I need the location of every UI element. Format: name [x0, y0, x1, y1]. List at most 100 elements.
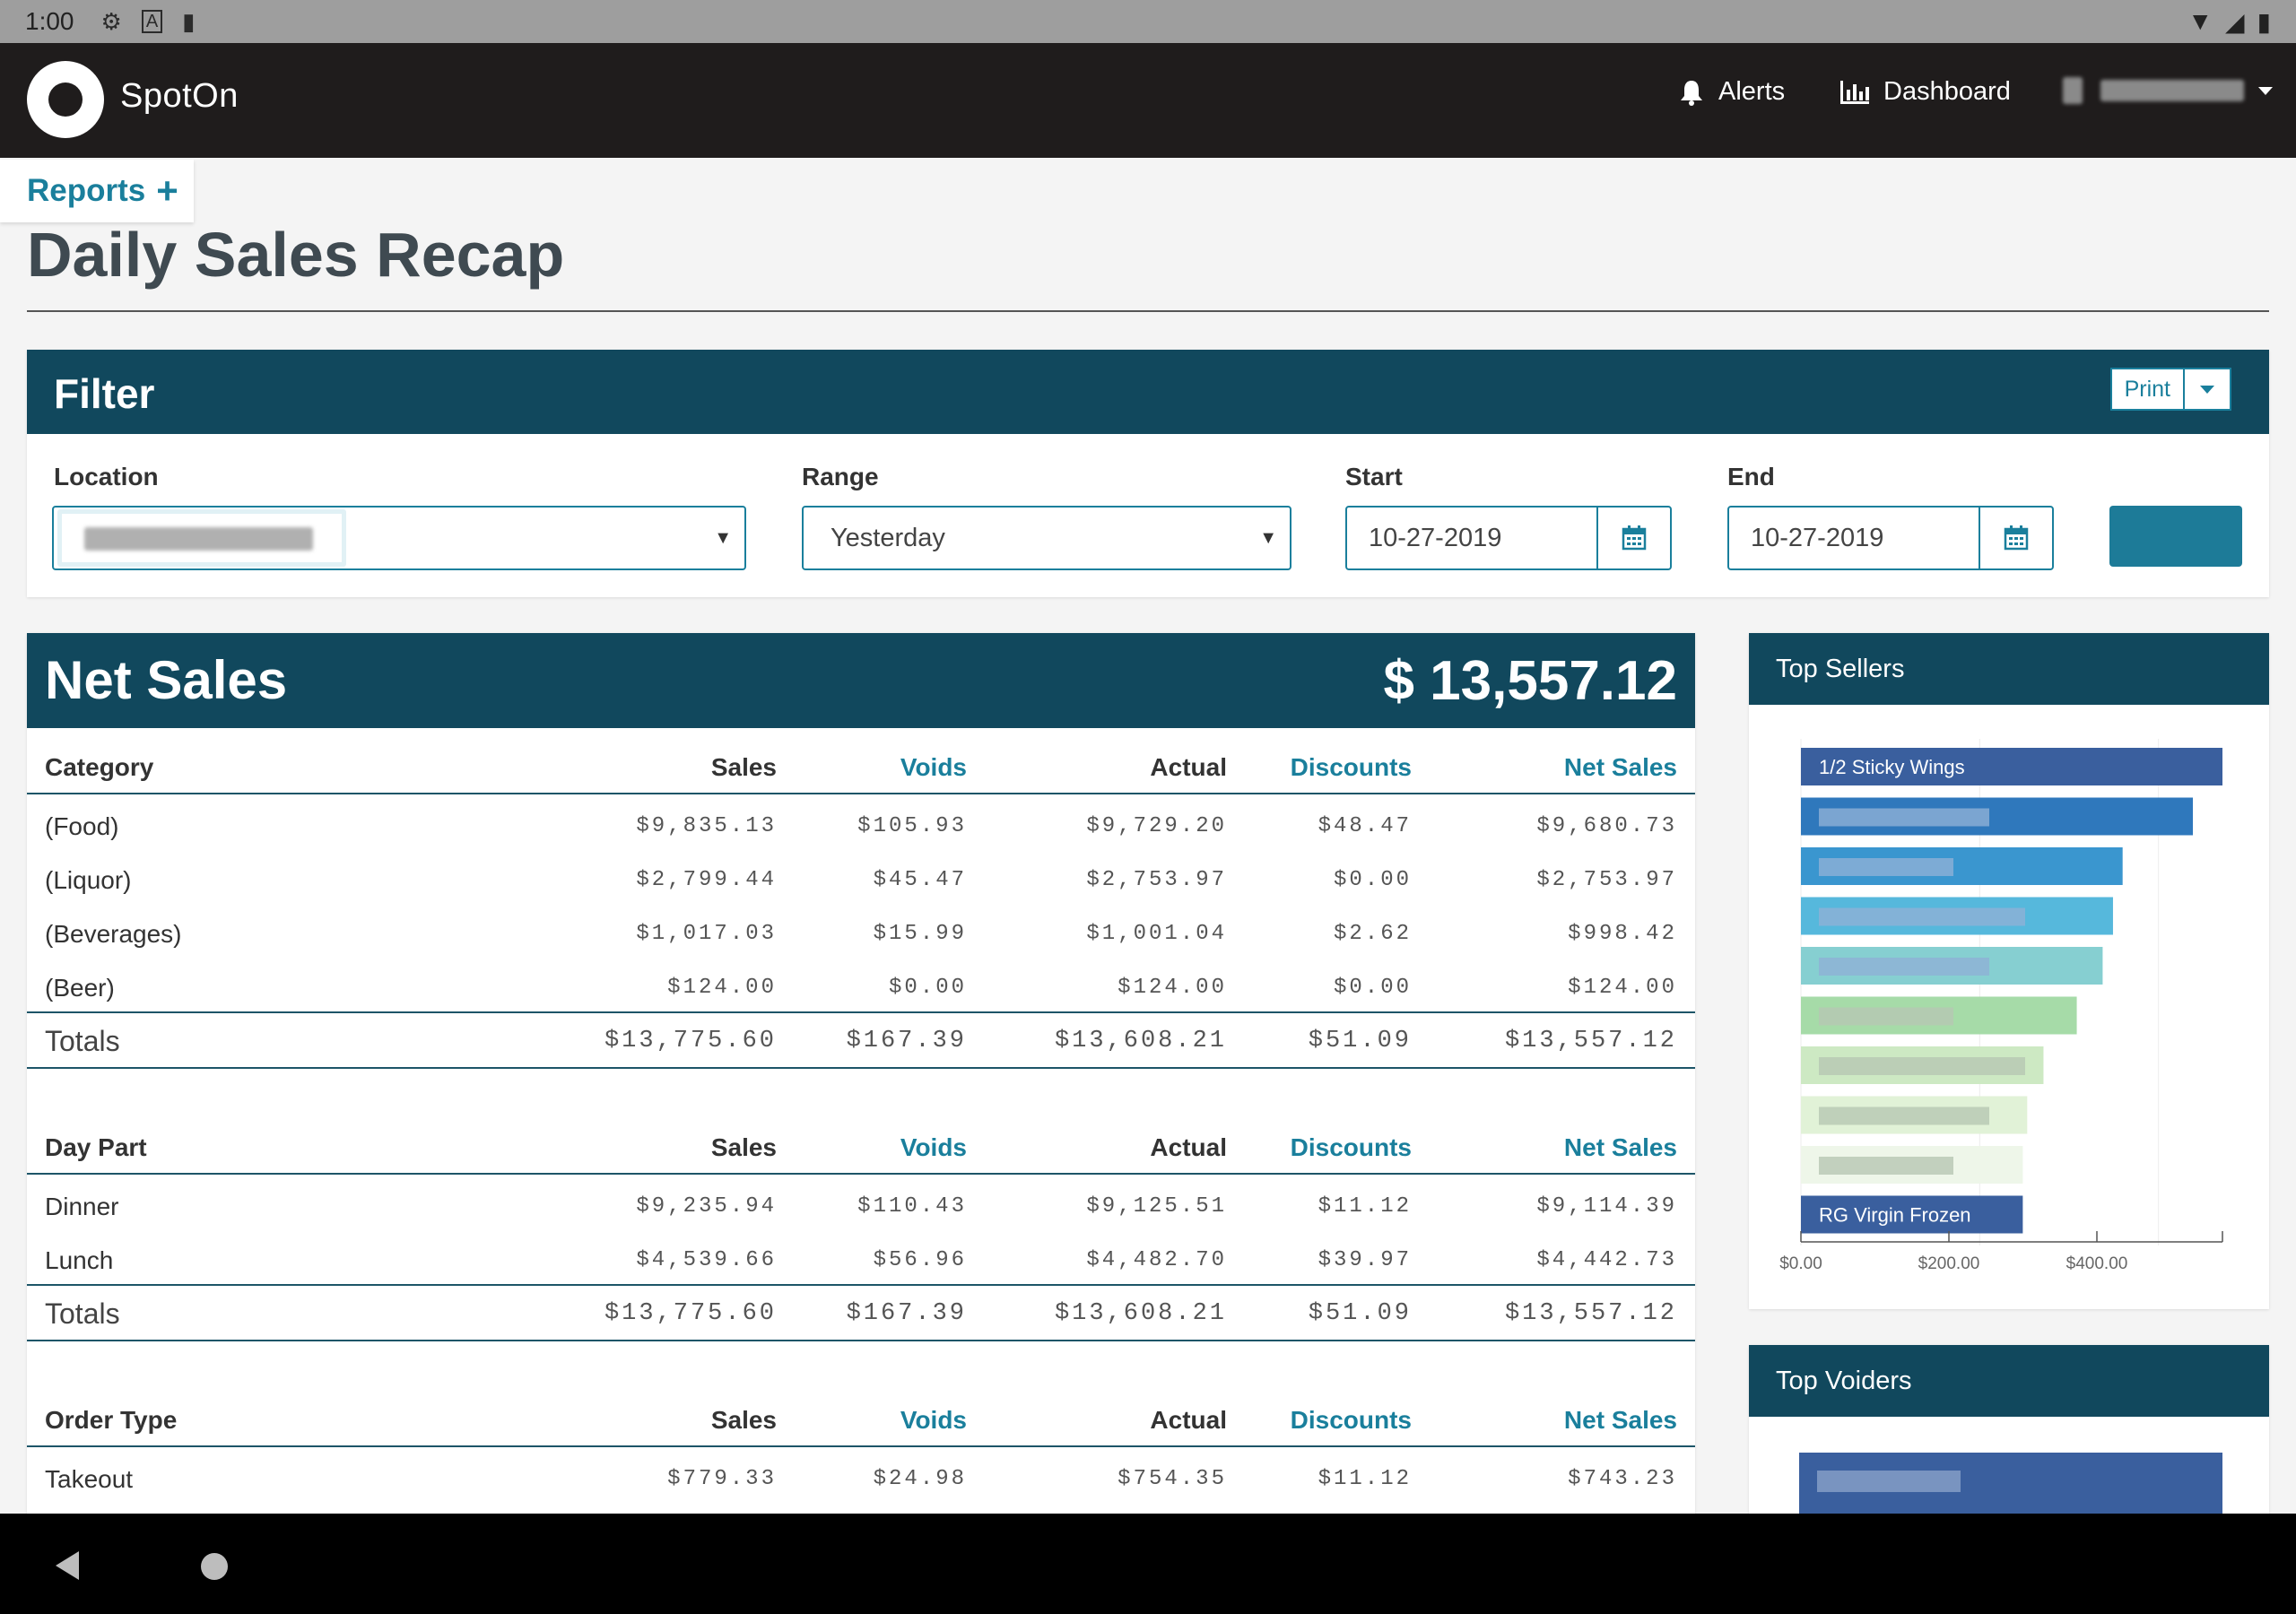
row-value: $45.47: [873, 868, 967, 892]
column-header[interactable]: Actual: [1150, 1406, 1227, 1434]
reports-tab-label: Reports: [27, 173, 146, 208]
dropdown-arrow-icon: ▼: [1259, 528, 1277, 548]
filter-panel: Filter Print Location ▼ Range Yesterday …: [27, 350, 2269, 597]
totals-label: Totals: [45, 1297, 120, 1330]
table-header: Day Part Sales Voids Actual Discounts Net Sal…: [27, 1121, 1695, 1175]
status-time: 1:00: [25, 7, 74, 35]
column-header[interactable]: Voids: [900, 753, 967, 781]
column-header[interactable]: Sales: [710, 1133, 777, 1161]
gear-icon: ⚙: [100, 7, 122, 35]
column-header[interactable]: Voids: [900, 1133, 967, 1161]
column-header[interactable]: Discounts: [1290, 753, 1412, 781]
chart-x-tick-label: $200.00: [1918, 1254, 1980, 1273]
end-calendar-button[interactable]: [1979, 508, 2052, 568]
row-value: $0.00: [1333, 868, 1412, 892]
column-header[interactable]: Net Sales: [1563, 1133, 1677, 1161]
nav-alerts[interactable]: Alerts: [1679, 77, 1785, 107]
end-date-field[interactable]: 10-27-2019: [1727, 506, 2054, 570]
column-header[interactable]: Discounts: [1290, 1133, 1412, 1161]
filter-header: Filter Print: [27, 350, 2269, 434]
net-sales-total: $ 13,557.12: [1383, 650, 1677, 712]
top-sellers-card: Top Sellers 1/2 Sticky Wings RG Virgin Fr…: [1749, 633, 2269, 1309]
row-value: $39.97: [1318, 1248, 1412, 1272]
totals-value: $51.09: [1308, 1300, 1412, 1327]
top-voiders-chart: [1799, 1453, 2222, 1514]
location-select[interactable]: ▼: [52, 506, 746, 570]
table-header: Category Sales Voids Actual Discounts Net Sal…: [27, 741, 1695, 794]
row-value: $124.00: [1568, 976, 1677, 1000]
print-button[interactable]: Print: [2112, 369, 2185, 409]
spoton-logo-icon[interactable]: [27, 61, 104, 138]
start-label: Start: [1345, 463, 1403, 490]
row-value: $24.98: [873, 1467, 967, 1491]
chart-bar-label-redacted: [1819, 958, 1989, 976]
row-value: $9,835.13: [636, 814, 777, 838]
back-icon[interactable]: [56, 1551, 79, 1580]
print-dropdown-toggle[interactable]: [2185, 369, 2230, 409]
row-label: Takeout: [45, 1465, 134, 1493]
row-value: $9,680.73: [1536, 814, 1677, 838]
totals-value: $167.39: [846, 1300, 967, 1327]
row-value: $15.99: [873, 922, 967, 946]
battery-icon: ▮: [2257, 8, 2271, 36]
chart-bar[interactable]: [1801, 748, 2222, 785]
range-select[interactable]: Yesterday ▼: [802, 506, 1292, 570]
print-button-group: Print: [2109, 368, 2231, 411]
totals-value: $13,557.12: [1504, 1028, 1677, 1054]
range-value: Yesterday: [831, 524, 945, 552]
row-value: $9,729.20: [1086, 814, 1227, 838]
table-row: (Liquor) $2,799.44 $45.47 $2,753.97 $0.00 $2,…: [27, 854, 1695, 907]
table-row: (Food) $9,835.13 $105.93 $9,729.20 $48.47 $9,…: [27, 800, 1695, 854]
row-value: $1,017.03: [636, 922, 777, 946]
column-header[interactable]: Net Sales: [1563, 753, 1677, 781]
row-value: $110.43: [857, 1194, 967, 1219]
row-value: $9,114.39: [1536, 1194, 1677, 1219]
filter-title: Filter: [54, 370, 155, 417]
row-value: $11.12: [1318, 1194, 1412, 1219]
column-header[interactable]: Actual: [1150, 753, 1227, 781]
user-menu[interactable]: [2063, 77, 2273, 104]
section-heading: Category: [45, 753, 154, 781]
start-date-field[interactable]: 10-27-2019: [1345, 506, 1672, 570]
row-value: $11.12: [1318, 1467, 1412, 1491]
chart-bar-label-redacted: [1819, 1157, 1953, 1175]
top-sellers-chart: 1/2 Sticky Wings RG Virgin Frozen $0.00 $20…: [1779, 739, 2223, 1273]
totals-value: $13,775.60: [604, 1028, 777, 1054]
start-date-input[interactable]: 10-27-2019: [1369, 524, 1502, 552]
row-value: $9,125.51: [1086, 1194, 1227, 1219]
row-value: $124.00: [1118, 976, 1227, 1000]
apply-filter-button[interactable]: [2109, 506, 2242, 567]
row-value: $2,753.97: [1086, 868, 1227, 892]
row-value: $4,539.66: [636, 1248, 777, 1272]
home-icon[interactable]: [201, 1553, 228, 1580]
column-header[interactable]: Sales: [710, 1406, 777, 1434]
status-bar: 1:00 ⚙ A ▮ ▼ ◢ ▮: [0, 0, 2296, 43]
chart-bar-label-redacted: [1819, 907, 2025, 926]
column-header[interactable]: Discounts: [1290, 1406, 1412, 1434]
column-header[interactable]: Sales: [710, 753, 777, 781]
bell-icon: [1681, 80, 1702, 106]
row-label: (Food): [45, 812, 119, 840]
location-text-redacted: [84, 527, 313, 551]
table-header: Order Type Sales Voids Actual Discounts Net S…: [27, 1393, 1695, 1447]
chart-bar-label: RG Virgin Frozen: [1819, 1204, 1971, 1227]
voider-label-redacted: [1817, 1471, 1961, 1492]
table-row: Takeout $779.33 $24.98 $754.35 $11.12 $743.23: [27, 1453, 1695, 1506]
user-avatar: [2063, 77, 2083, 104]
chart-bar-label-redacted: [1819, 808, 1989, 827]
column-header[interactable]: Voids: [900, 1406, 967, 1434]
row-value: $124.00: [667, 976, 777, 1000]
start-calendar-button[interactable]: [1596, 508, 1670, 568]
reports-tab[interactable]: Reports +: [0, 160, 194, 222]
table-row: (Beverages) $1,017.03 $15.99 $1,001.04 $2.62…: [27, 907, 1695, 961]
user-name-redacted: [2100, 80, 2244, 101]
column-header[interactable]: Actual: [1150, 1133, 1227, 1161]
end-date-input[interactable]: 10-27-2019: [1751, 524, 1884, 552]
font-icon: A: [141, 10, 163, 33]
column-header[interactable]: Net Sales: [1563, 1406, 1677, 1434]
chevron-down-icon: [2258, 86, 2273, 95]
nav-dashboard[interactable]: Dashboard: [1840, 77, 2011, 107]
totals-row: Totals $13,775.60 $167.39 $13,608.21 $51.09 $…: [27, 1284, 1695, 1341]
chart-bar[interactable]: [1801, 1195, 2023, 1234]
plus-icon: +: [156, 169, 178, 212]
